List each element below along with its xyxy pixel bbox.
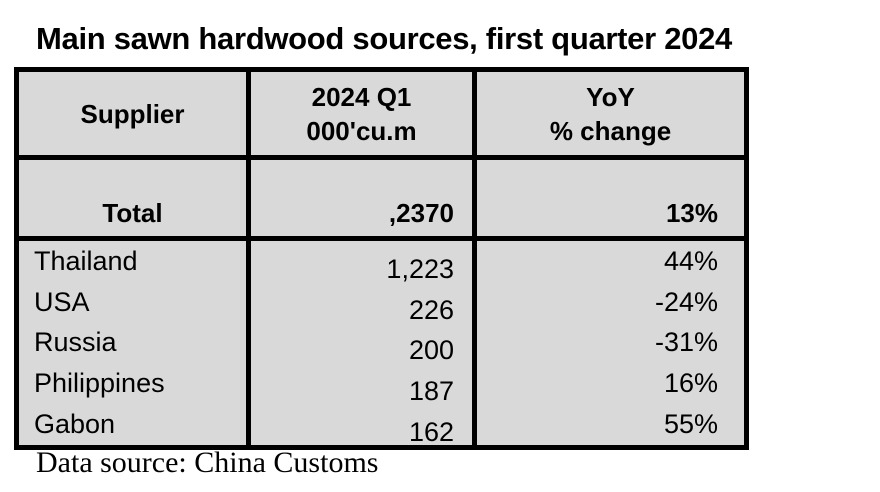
- volume-cell: 1,223: [251, 241, 477, 284]
- yoy-value: -31%: [654, 327, 718, 358]
- yoy-value: -24%: [654, 286, 718, 317]
- header-supplier: Supplier: [19, 72, 251, 155]
- table-row-philippines: Philippines 187 16%: [19, 363, 744, 407]
- total-volume-cell: ,2370: [251, 160, 477, 236]
- table-header-row: Supplier 2024 Q1 000'cu.m YoY % change: [19, 72, 744, 160]
- supplier-cell: USA: [19, 281, 251, 323]
- figure-title: Main sawn hardwood sources, first quarte…: [36, 21, 732, 56]
- volume-cell: 162: [251, 404, 477, 448]
- supplier-cell: Russia: [19, 322, 251, 364]
- supplier-cell: Thailand: [19, 241, 251, 282]
- hardwood-sources-table: Supplier 2024 Q1 000'cu.m YoY % change T…: [14, 67, 749, 450]
- table-row-russia: Russia 200 -31%: [19, 322, 744, 366]
- yoy-value: 55%: [663, 409, 718, 440]
- supplier-name: Thailand: [34, 245, 138, 276]
- header-volume: 2024 Q1 000'cu.m: [251, 72, 477, 155]
- supplier-name: USA: [34, 286, 90, 317]
- yoy-cell: 55%: [477, 404, 744, 445]
- total-yoy-cell: 13%: [477, 160, 744, 236]
- yoy-value: 44%: [663, 245, 718, 276]
- data-source-note: Data source: China Customs: [36, 446, 379, 479]
- header-supplier-label: Supplier: [80, 98, 185, 129]
- table-row-gabon: Gabon 162 55%: [19, 404, 744, 448]
- yoy-cell: 16%: [477, 363, 744, 404]
- total-volume: ,2370: [388, 198, 454, 228]
- volume-value: 162: [408, 417, 454, 448]
- header-volume-line1: 2024 Q1: [311, 81, 412, 112]
- supplier-cell: Philippines: [19, 363, 251, 405]
- supplier-name: Philippines: [34, 368, 165, 399]
- table-row-total: Total ,2370 13%: [19, 160, 744, 241]
- volume-cell: 226: [251, 281, 477, 325]
- header-yoy: YoY % change: [477, 72, 744, 155]
- volume-value: 187: [408, 376, 454, 407]
- volume-cell: 200: [251, 322, 477, 366]
- header-yoy-line1: YoY: [586, 81, 635, 112]
- volume-cell: 187: [251, 363, 477, 407]
- header-yoy-line2: % change: [549, 115, 672, 146]
- volume-value: 200: [408, 335, 454, 366]
- table-row-thailand: Thailand 1,223 44%: [19, 241, 744, 284]
- total-label: Total: [102, 198, 163, 228]
- table-body: Thailand 1,223 44% USA 226 -24% Russia 2…: [19, 241, 744, 448]
- supplier-name: Russia: [34, 327, 117, 358]
- total-yoy: 13%: [665, 198, 718, 228]
- header-volume-line2: 000'cu.m: [306, 115, 417, 146]
- table-row-usa: USA 226 -24%: [19, 281, 744, 325]
- supplier-name: Gabon: [34, 409, 116, 440]
- yoy-cell: 44%: [477, 241, 744, 282]
- volume-value: 226: [408, 294, 454, 325]
- volume-value: 1,223: [386, 253, 454, 284]
- yoy-cell: -31%: [477, 323, 744, 364]
- yoy-cell: -24%: [477, 282, 744, 323]
- total-label-cell: Total: [19, 160, 251, 236]
- yoy-value: 16%: [663, 368, 718, 399]
- supplier-cell: Gabon: [19, 404, 251, 445]
